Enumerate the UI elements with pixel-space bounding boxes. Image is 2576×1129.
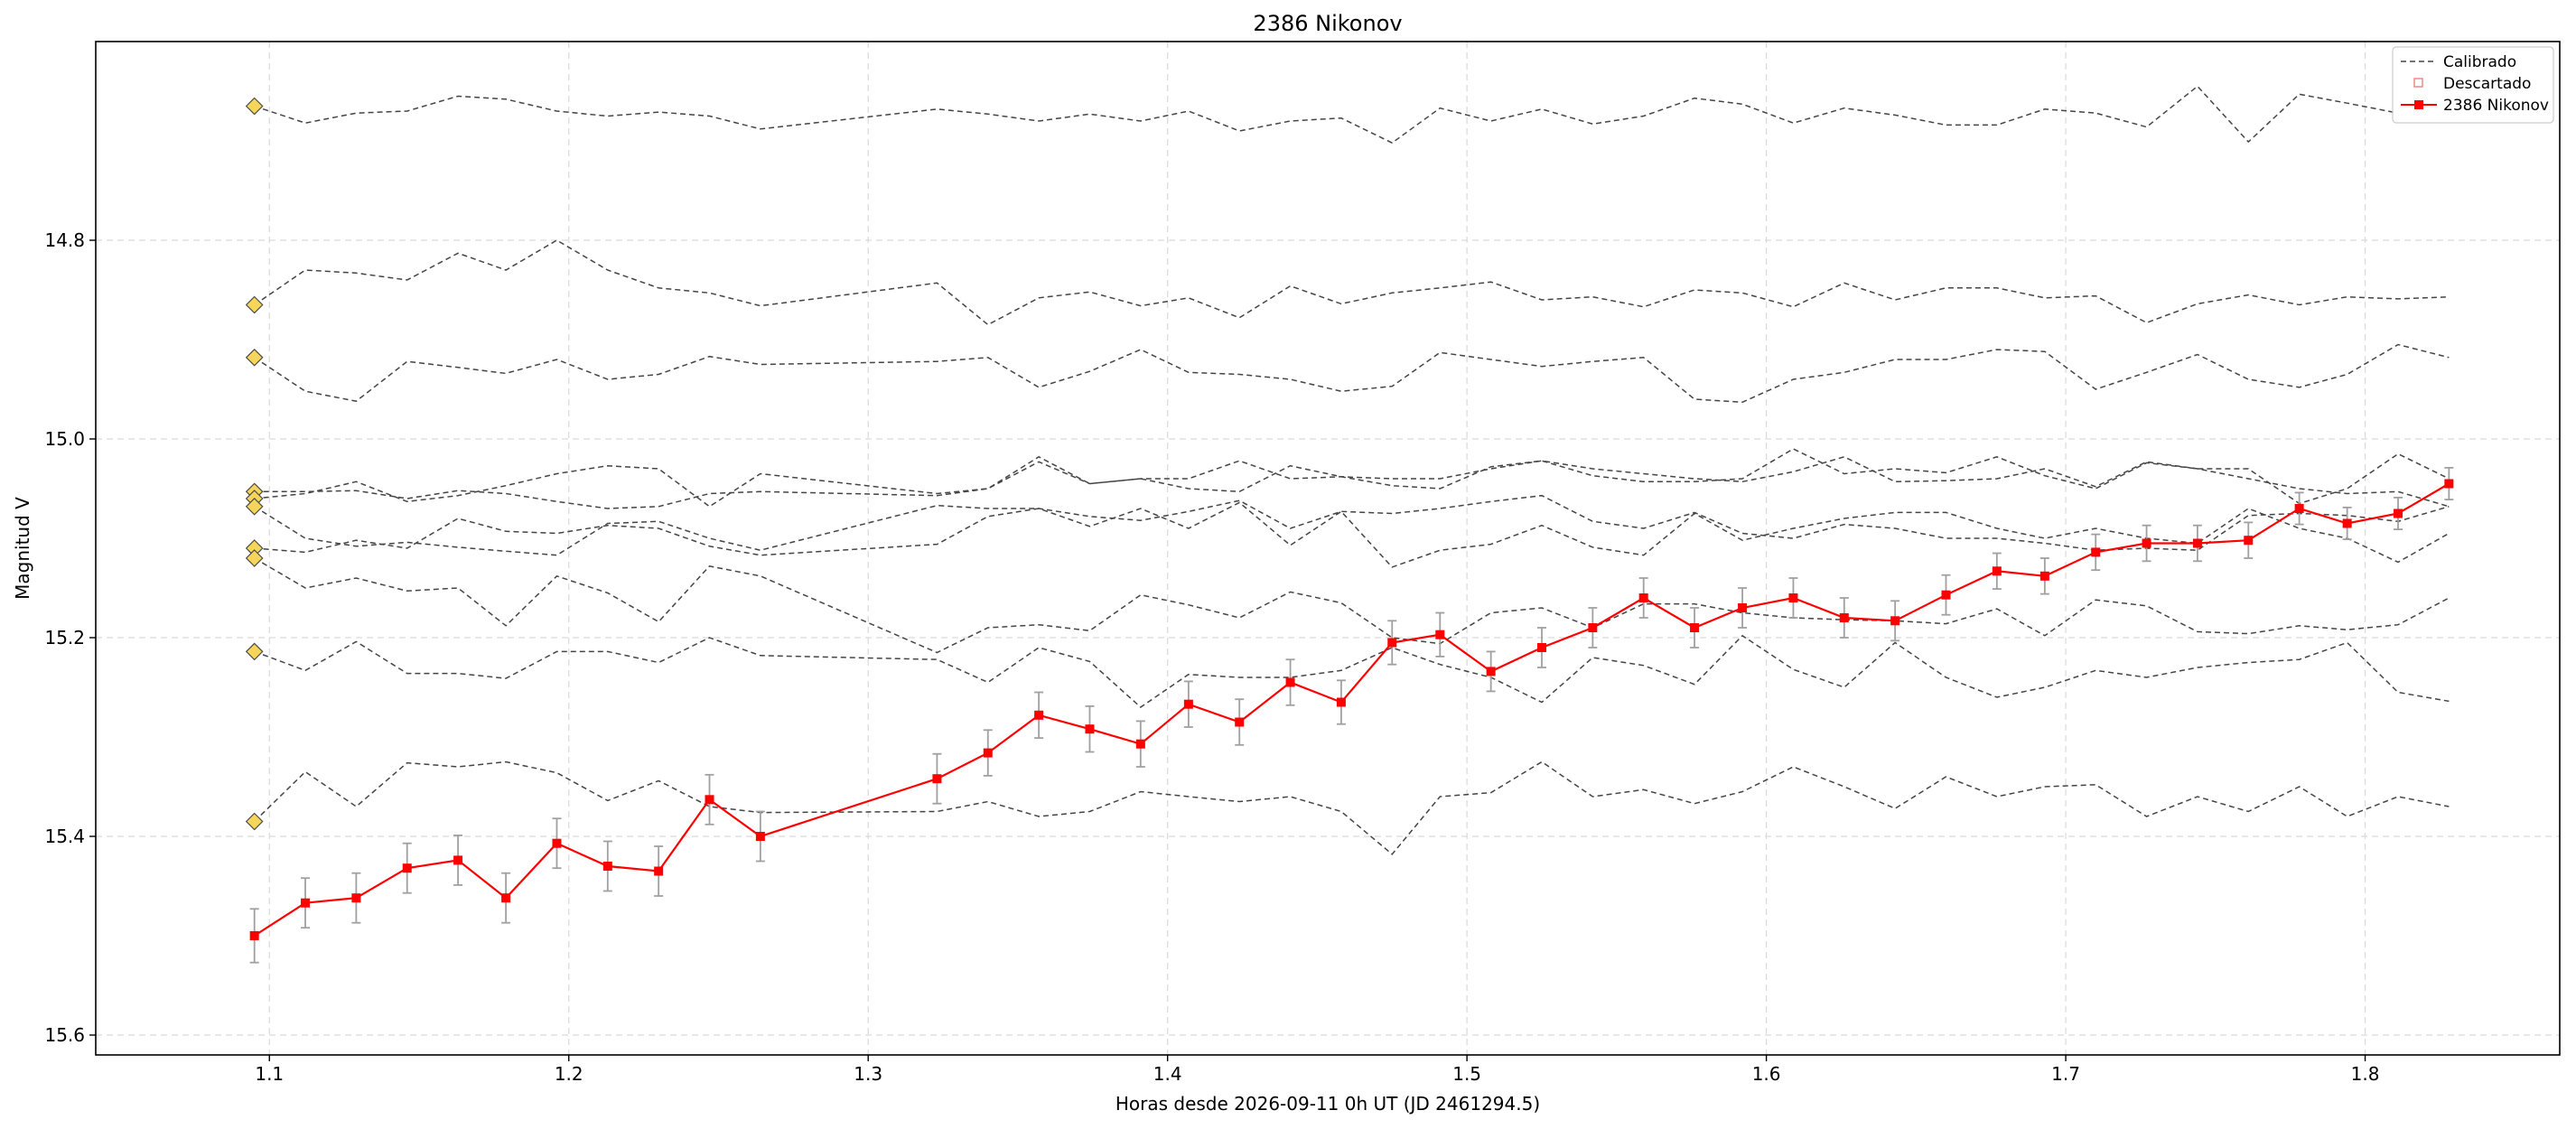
reference-marker [245, 348, 264, 367]
target-point [1788, 593, 1798, 602]
target-point [2091, 547, 2101, 557]
comparison-star-line [254, 634, 2450, 708]
comparison-star-line [254, 557, 2450, 654]
comparison-star-line [254, 760, 2450, 855]
target-point [2192, 538, 2202, 548]
target-point [501, 893, 511, 903]
y-axis-label: Magnitud V [12, 497, 33, 600]
target-point [602, 862, 612, 871]
reference-markers [245, 97, 264, 831]
target-point [1135, 739, 1145, 749]
y-tick-label: 14.8 [44, 229, 85, 251]
target-point [705, 795, 714, 805]
target-point [1034, 710, 1044, 720]
target-point [1992, 566, 2002, 576]
target-point [1183, 699, 1193, 709]
target-point [249, 931, 259, 940]
legend-nikonov-swatch-marker [2414, 100, 2423, 109]
y-tick-label: 15.4 [44, 826, 85, 847]
target-point [453, 855, 463, 865]
x-axis-label: Horas desde 2026-09-11 0h UT (JD 2461294… [1115, 1093, 1540, 1115]
target-point [2444, 479, 2454, 489]
target-point [1941, 590, 1951, 600]
reference-marker [245, 812, 264, 831]
target-point [1336, 697, 1346, 707]
target-point [932, 774, 942, 784]
target-point [2244, 536, 2254, 546]
target-point [1839, 613, 1849, 622]
target-point [983, 748, 993, 758]
target-point [1638, 593, 1648, 602]
target-point [2039, 571, 2049, 581]
reference-marker [245, 549, 264, 567]
reference-marker [245, 642, 264, 661]
legend-nikonov-label: 2386 Nikonov [2443, 97, 2549, 115]
target-point [1890, 616, 1900, 626]
target-point [552, 838, 562, 848]
comparison-star-line [254, 343, 2450, 404]
comparison-star-line [254, 448, 2450, 508]
target-point [1387, 638, 1397, 648]
target-point [1435, 630, 1445, 639]
comparison-star-line [254, 85, 2450, 145]
legend: Calibrado Descartado 2386 Nikonov [2392, 46, 2554, 124]
legend-descartado-swatch [2413, 78, 2423, 88]
x-tick-label: 1.1 [255, 1063, 284, 1085]
chart-title: 2386 Nikonov [1253, 11, 1402, 36]
x-tick-label: 1.8 [2351, 1063, 2380, 1085]
target-point [1738, 603, 1748, 612]
x-tick-label: 1.6 [1752, 1063, 1781, 1085]
target-point [1588, 623, 1598, 632]
y-tick-label: 15.0 [44, 428, 85, 450]
target-point [1235, 717, 1245, 727]
target-point [1285, 677, 1295, 687]
target-line [254, 482, 2450, 937]
y-tick-label: 15.6 [44, 1024, 85, 1046]
target-point [2294, 504, 2304, 513]
target-point [2394, 509, 2403, 518]
x-tick-label: 1.5 [1452, 1063, 1481, 1085]
x-tick-label: 1.4 [1153, 1063, 1182, 1085]
target-point [1690, 623, 1700, 632]
reference-marker [245, 497, 264, 516]
grid [96, 42, 2560, 1055]
y-tick-label: 15.2 [44, 627, 85, 648]
target-point [301, 898, 311, 908]
target-point [2342, 518, 2352, 528]
target-point [1085, 724, 1095, 734]
legend-calibrado-label: Calibrado [2443, 53, 2516, 71]
comparison-star-line [254, 239, 2450, 326]
target-point [1537, 643, 1547, 652]
legend-descartado-label: Descartado [2443, 75, 2531, 93]
comparison-star-line [254, 455, 2450, 509]
target-point [402, 863, 412, 873]
x-tick-label: 1.7 [2051, 1063, 2080, 1085]
reference-marker [245, 97, 264, 116]
target-point [654, 866, 664, 876]
reference-marker [245, 295, 264, 314]
comparison-star-line [254, 501, 2450, 568]
target-point [755, 832, 765, 841]
x-tick-label: 1.3 [854, 1063, 882, 1085]
target-series [249, 479, 2454, 940]
target-point [351, 893, 361, 903]
axis-ticks: 1.1 1.2 1.3 1.4 1.5 1.6 1.7 1.8 14.8 15.0 15.2 15.4… [44, 229, 2379, 1085]
target-point [2142, 538, 2151, 548]
x-tick-label: 1.2 [555, 1063, 583, 1085]
target-point [1486, 667, 1496, 676]
plot-frame [95, 41, 2561, 1056]
comparison-series [254, 85, 2450, 855]
